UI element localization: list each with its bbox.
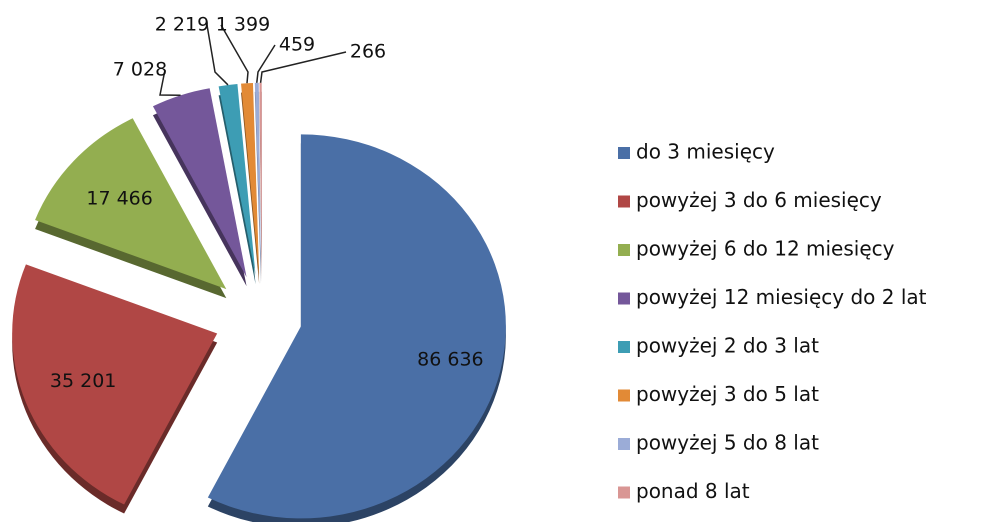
slice (207, 134, 506, 519)
leader-line (259, 51, 347, 83)
data-label: 86 636 (417, 349, 483, 371)
legend-label: powyżej 3 do 6 miesięcy (636, 188, 882, 212)
leader-line (159, 69, 181, 97)
data-label: 459 (279, 34, 315, 56)
legend-swatch (618, 389, 630, 402)
slice (254, 82, 262, 275)
legend-swatch (618, 341, 630, 353)
data-label: 35 201 (50, 370, 116, 392)
slice (241, 82, 260, 275)
legend: do 3 miesięcy powyżej 3 do 6 miesięcy powy… (618, 140, 927, 503)
data-label: 266 (350, 41, 386, 63)
slice (259, 82, 262, 275)
legend-label: ponad 8 lat (636, 479, 750, 503)
slice-side (218, 92, 256, 285)
leader-line (206, 24, 229, 86)
legend-swatch (618, 438, 630, 450)
slice (35, 118, 227, 290)
legend-label: powyżej 5 do 8 lat (636, 431, 819, 455)
slice (152, 88, 247, 278)
legend-swatch (618, 147, 630, 159)
legend-label: powyżej 2 do 3 lat (636, 334, 819, 358)
data-label: 17 466 (86, 188, 152, 210)
legend-label: powyżej 12 miesięcy do 2 lat (636, 285, 927, 309)
legend-swatch (618, 195, 630, 208)
slice (218, 83, 256, 276)
data-label: 2 219 (155, 14, 209, 36)
data-label: 1 399 (216, 14, 270, 36)
legend-label: powyżej 6 do 12 miesięcy (636, 237, 895, 261)
data-label: 7 028 (113, 59, 167, 81)
slice (12, 264, 218, 505)
leader-line (256, 44, 276, 83)
legend-swatch (618, 292, 630, 305)
leader-line (220, 24, 249, 84)
slice-side (241, 91, 260, 284)
legend-label: do 3 miesięcy (636, 140, 775, 164)
legend-label: powyżej 3 do 5 lat (636, 382, 819, 406)
legend-swatch (618, 244, 630, 256)
legend-swatch (618, 486, 630, 499)
slice-side (254, 91, 262, 284)
